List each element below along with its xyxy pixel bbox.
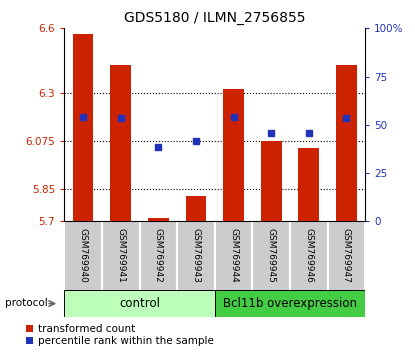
FancyBboxPatch shape xyxy=(139,221,177,292)
FancyBboxPatch shape xyxy=(290,221,327,292)
Text: GSM769941: GSM769941 xyxy=(116,228,125,283)
Text: Bcl11b overexpression: Bcl11b overexpression xyxy=(223,297,357,310)
FancyBboxPatch shape xyxy=(64,290,215,317)
Text: GSM769944: GSM769944 xyxy=(229,228,238,283)
Text: protocol: protocol xyxy=(5,298,48,308)
Bar xyxy=(261,141,281,221)
Bar xyxy=(336,65,357,221)
Legend: transformed count, percentile rank within the sample: transformed count, percentile rank withi… xyxy=(26,324,214,347)
FancyBboxPatch shape xyxy=(252,221,290,292)
Bar xyxy=(148,218,168,221)
FancyBboxPatch shape xyxy=(177,221,215,292)
FancyBboxPatch shape xyxy=(215,290,365,317)
Text: control: control xyxy=(119,297,160,310)
Text: GSM769942: GSM769942 xyxy=(154,228,163,283)
Text: GSM769946: GSM769946 xyxy=(304,228,313,283)
Bar xyxy=(223,90,244,221)
FancyBboxPatch shape xyxy=(327,221,365,292)
FancyBboxPatch shape xyxy=(102,221,139,292)
Bar xyxy=(73,34,93,221)
Bar xyxy=(110,65,131,221)
Text: GSM769945: GSM769945 xyxy=(267,228,276,283)
FancyBboxPatch shape xyxy=(215,221,252,292)
Text: GSM769943: GSM769943 xyxy=(191,228,200,283)
Bar xyxy=(186,195,206,221)
FancyBboxPatch shape xyxy=(64,221,102,292)
Text: GSM769940: GSM769940 xyxy=(78,228,88,283)
Text: GSM769947: GSM769947 xyxy=(342,228,351,283)
Title: GDS5180 / ILMN_2756855: GDS5180 / ILMN_2756855 xyxy=(124,11,305,24)
Bar xyxy=(298,148,319,221)
